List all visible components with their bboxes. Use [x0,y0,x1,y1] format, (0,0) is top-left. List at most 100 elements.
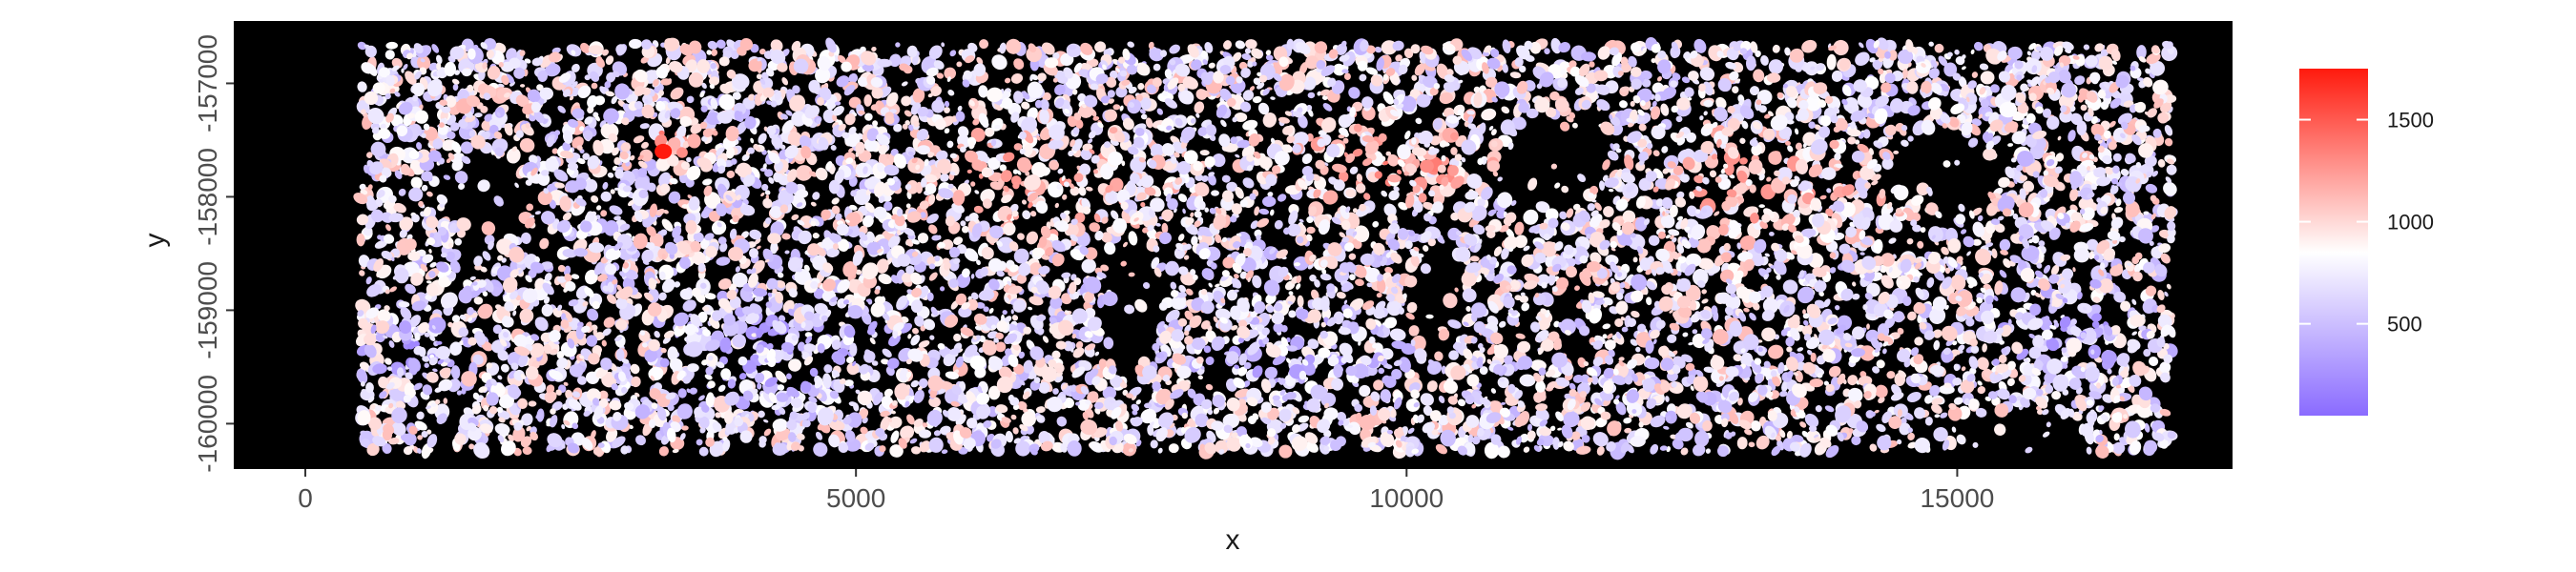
cell-point [1009,203,1019,213]
cell-point [1907,432,1915,440]
cell-point [2003,258,2011,268]
cell-point [1135,399,1142,405]
cell-point [1801,39,1818,53]
cell-point [1572,374,1584,383]
cell-point [1705,448,1712,454]
cell-point [855,389,861,395]
cell-point [1204,42,1214,53]
cell-point [398,188,406,196]
cell-point [917,233,929,244]
cell-point [1493,246,1503,257]
cell-point [1063,398,1074,409]
cell-point [2136,45,2147,60]
cell-point [1121,160,1126,167]
cell-point [676,125,687,138]
cell-point [1057,168,1064,174]
cell-point [997,236,1015,254]
cell-point [1758,204,1765,209]
cell-point [1769,231,1775,236]
cell-point [987,156,1001,171]
cell-point [940,173,949,182]
cell-point [576,376,587,385]
cell-point [987,331,999,339]
cell-point [357,41,367,51]
cell-point [1436,63,1449,79]
cell-point [2030,50,2041,61]
cell-point [1226,181,1237,193]
cell-point [1999,339,2005,345]
cell-point [551,400,563,411]
cell-point [682,299,696,312]
cell-point [1501,247,1509,260]
cell-point [1577,357,1587,368]
cell-point [1333,63,1346,76]
cell-point [374,239,387,249]
cell-point [901,81,908,87]
cell-point [2015,318,2029,330]
cell-point [1423,245,1429,252]
cell-point [716,256,731,266]
cell-point [1208,282,1213,288]
cell-point [791,214,800,221]
cell-point [764,190,771,195]
cell-point [1447,227,1461,241]
cell-point [1012,427,1019,435]
cell-point [1706,225,1721,240]
cell-point [1012,169,1019,174]
cell-point [1235,153,1240,158]
cell-point [1081,258,1096,274]
cell-point [454,70,461,75]
cell-point [778,315,786,322]
cell-point [416,142,423,151]
cell-point [1383,203,1397,217]
cell-point [1869,443,1878,452]
cell-point [421,184,428,192]
cell-point [1859,345,1876,361]
cell-point [534,317,549,332]
cell-point [1374,46,1382,53]
cell-point [1142,282,1151,289]
cell-point [422,356,430,362]
cell-point [1835,305,1840,311]
cell-point [1999,270,2007,278]
cell-point [1638,123,1647,132]
cell-point [1713,311,1719,322]
cell-point [522,446,532,456]
cell-point [944,67,957,80]
cell-point [1226,289,1238,301]
cell-point [1914,337,1923,346]
cell-point [410,176,423,189]
cell-point [1496,209,1506,219]
cell-point [904,110,912,117]
cell-point [1753,69,1765,83]
cell-point [1912,224,1922,233]
cell-point [1826,53,1837,71]
cell-point [754,237,761,245]
cell-point [630,154,635,161]
cell-point [497,83,505,88]
cell-point [1970,49,1975,55]
cell-point [1201,174,1209,182]
cell-point [359,270,365,276]
cell-point [1855,51,1870,66]
cell-point [450,153,465,163]
cell-point [551,148,559,154]
cell-point [1906,391,1922,403]
cell-point [388,438,400,445]
cell-point [1028,306,1033,311]
cell-point [1549,425,1556,432]
cell-point [1120,260,1127,267]
cell-point [1265,54,1274,61]
cell-point [1348,274,1356,281]
cell-point [1901,418,1907,424]
cell-point [1661,146,1669,153]
cell-point [1535,201,1550,214]
cell-point [2112,153,2122,162]
cell-point [1888,237,1897,244]
cell-point [1510,199,1517,207]
cell-point [2050,264,2060,276]
cell-point [1267,192,1274,197]
cell-points [353,37,2178,460]
cell-point [1628,234,1646,251]
cell-point [944,107,950,113]
